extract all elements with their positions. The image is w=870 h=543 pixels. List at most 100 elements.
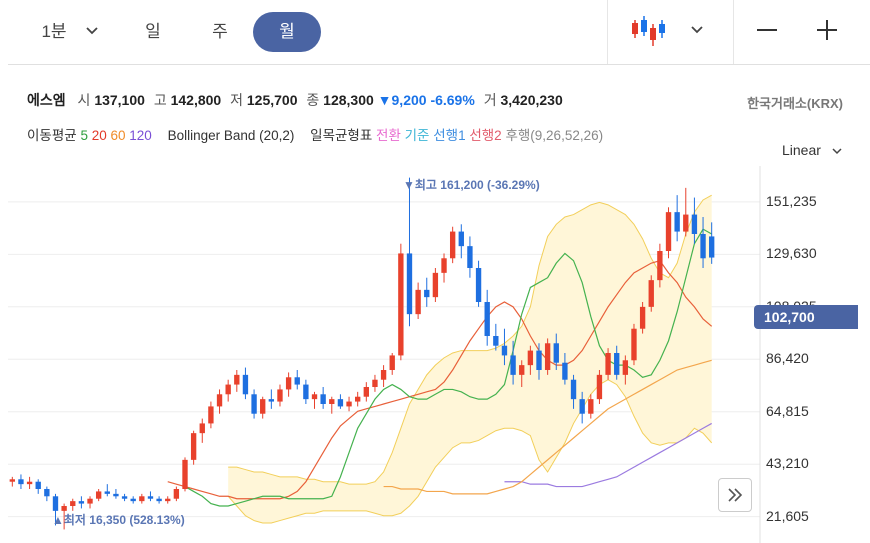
toolbar: 1분 일 주 월 [0,0,870,64]
candle-body [579,399,585,414]
candle-body [44,489,50,497]
chevron-down-icon[interactable] [84,22,100,43]
candle-body [510,355,516,375]
candle-body [398,253,404,356]
candle-body [182,459,188,489]
candle-body [147,496,154,499]
indicator-legend[interactable]: 이동평균 5 20 60 120 Bollinger Band (20,2) 일… [27,124,603,144]
max-price-label: ▼최고 161,200 (-36.29%) [403,178,540,192]
candle-body [216,394,223,407]
candle-body [61,506,67,511]
timeframe-month[interactable]: 월 [253,12,321,52]
candle-body [320,394,326,404]
stock-name: 에스엠 [27,92,66,108]
timeframe-1min[interactable]: 1분 [41,22,67,41]
y-tick-label: 129,630 [766,245,817,262]
candle-body [691,214,698,234]
divider [733,0,734,64]
zoom-in-button[interactable] [815,18,839,47]
candle-body [415,289,421,315]
chart-type-chevron-icon[interactable] [690,22,704,41]
timeframe-day[interactable]: 일 [145,22,161,41]
candle-body [346,401,352,407]
candle-body [665,212,672,251]
candle-body [294,377,300,385]
ichimoku-lines: 전환 기준 선행1 선행2 후행(9,26,52,26) [376,128,603,143]
ichimoku-line-0: 전환 [376,128,401,143]
scroll-right-button[interactable] [718,478,752,512]
candle-body [501,345,508,356]
candle-body [199,423,205,434]
change-value: ▼9,200 [377,92,427,108]
zoom-out-button[interactable] [755,18,779,49]
candle-body [484,302,490,336]
candle-body [449,231,456,259]
ma-periods: 5 20 60 120 [80,128,151,143]
ichimoku-line-1: 기준 [400,128,430,143]
candle-body [52,496,59,511]
candle-body [622,360,629,375]
y-tick-label: 43,210 [766,455,809,472]
candle-body [527,350,534,366]
candle-body [277,389,283,402]
chevron-down-icon [832,148,842,155]
candle-body [139,496,145,502]
candle-body [570,379,577,400]
candle-body [544,343,551,370]
close-value: 128,300 [323,92,374,108]
open-value: 137,100 [94,92,145,108]
timeframe-week[interactable]: 주 [212,22,228,41]
candle-body [260,399,266,414]
candle-body [519,365,525,375]
candle-body [173,489,180,499]
bollinger-label: Bollinger Band (20,2) [167,128,295,143]
scale-mode-label: Linear [782,142,821,158]
ma120-line [504,422,712,488]
candle-body [190,433,197,460]
candle-body [467,246,473,268]
candle-body [9,479,15,482]
candle-body [683,214,689,232]
bollinger-lower [227,379,713,524]
candle-body [553,343,559,363]
candle-body [35,481,41,489]
scale-mode-dropdown[interactable]: Linear [782,142,843,158]
candle-body [674,212,680,232]
ichimoku-line-4: 후행(9,26,52,26) [501,128,604,143]
candle-body [18,479,24,485]
ma-period-120: 120 [125,128,152,143]
high-label: 고 [153,92,167,108]
candle-body [251,394,257,414]
high-value: 142,800 [170,92,222,108]
candle-body [657,251,663,281]
candle-body [389,355,395,370]
bollinger-fill [228,195,712,523]
candle-body [614,353,620,375]
volume-label: 거 [483,92,497,108]
candlestick-type-icon[interactable] [630,14,666,53]
candle-body [709,236,715,258]
candle-body [355,396,361,402]
ma-period-5: 5 [80,128,88,143]
close-label: 종 [306,92,320,108]
candle-body [700,234,706,259]
exchange-name: 한국거래소(KRX) [747,96,843,111]
ichimoku-label: 일목균형표 [310,128,373,143]
candle-body [639,306,646,329]
candle-body [242,374,249,395]
candle-body [78,501,85,504]
toolbar-divider [8,64,870,65]
candle-body [424,289,430,298]
candle-body [285,377,292,390]
candle-body [363,387,369,397]
candle-body [406,253,413,315]
candle-body [165,498,171,502]
candle-body [156,498,162,502]
ichimoku-line-3: 선행2 [465,128,502,143]
candle-body [208,406,214,424]
ma60-line [383,359,712,495]
candle-body [475,268,482,302]
change-percent: -6.69% [430,92,475,108]
candle-body [596,374,603,400]
